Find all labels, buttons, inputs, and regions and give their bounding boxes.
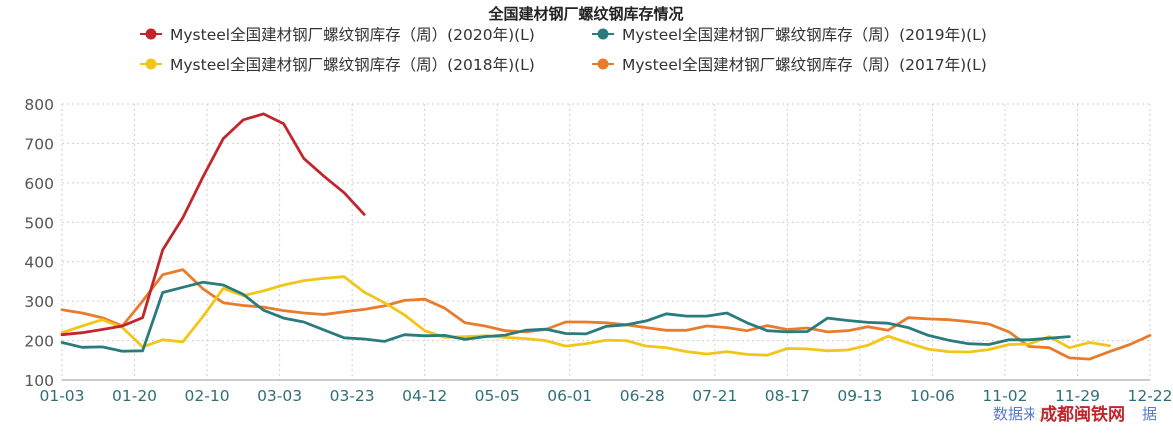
legend-label: Mysteel全国建材钢厂螺纹钢库存（周）(2019年)(L) (622, 26, 987, 44)
legend-item-3[interactable]: Mysteel全国建材钢厂螺纹钢库存（周）(2017年)(L) (592, 56, 987, 74)
x-tick-label: 03-03 (257, 387, 302, 405)
x-axis: 01-03 01-20 02-10 03-03 03-23 04-12 05-05 06-01… (39, 379, 1173, 405)
y-axis: 100 200 300 400 500 600 700 800 (24, 96, 54, 390)
watermark-logo-bg (1034, 402, 1142, 426)
series-line-1 (60, 280, 1071, 353)
x-tick-label: 04-12 (402, 387, 447, 405)
x-tick-label: 06-28 (620, 387, 665, 405)
watermark-logo-text: 成都闽铁网 (1040, 404, 1125, 425)
x-tick-label: 01-03 (39, 387, 84, 405)
legend-item-1[interactable]: Mysteel全国建材钢厂螺纹钢库存（周）(2019年)(L) (592, 26, 987, 44)
y-tick-label: 500 (24, 214, 54, 232)
legend-marker-icon (597, 58, 609, 70)
legend-item-2[interactable]: Mysteel全国建材钢厂螺纹钢库存（周）(2018年)(L) (140, 56, 535, 74)
y-tick-label: 200 (24, 333, 54, 351)
y-tick-label: 100 (24, 372, 54, 390)
x-tick-label: 08-17 (765, 387, 810, 405)
watermark: 数据来源： 成都闽铁网 据 (993, 402, 1157, 426)
y-tick-label: 800 (24, 96, 54, 114)
x-tick-label: 07-21 (692, 387, 737, 405)
legend-marker-icon (145, 28, 157, 40)
y-tick-label: 600 (24, 175, 54, 193)
x-tick-label: 12-22 (1127, 387, 1172, 405)
y-tick-label: 700 (24, 135, 54, 153)
series-line-2 (60, 275, 1112, 357)
x-tick-label: 03-23 (330, 387, 375, 405)
x-tick-label: 06-01 (547, 387, 592, 405)
legend-label: Mysteel全国建材钢厂螺纹钢库存（周）(2017年)(L) (622, 56, 987, 74)
series-line-3 (60, 268, 1152, 361)
x-tick-label: 11-29 (1055, 387, 1100, 405)
legend-label: Mysteel全国建材钢厂螺纹钢库存（周）(2020年)(L) (170, 26, 535, 44)
legend-item-0[interactable]: Mysteel全国建材钢厂螺纹钢库存（周）(2020年)(L) (140, 26, 535, 44)
series-line-0 (60, 112, 366, 337)
legend-marker-icon (145, 58, 157, 70)
x-tick-label: 02-10 (185, 387, 230, 405)
y-tick-label: 400 (24, 254, 54, 272)
y-tick-label: 300 (24, 293, 54, 311)
x-tick-label: 11-02 (982, 387, 1027, 405)
legend-marker-icon (597, 28, 609, 40)
x-tick-label: 01-20 (112, 387, 157, 405)
chart-title: 全国建材钢厂螺纹钢库存情况 (487, 5, 683, 23)
source-suffix: 据 (1142, 405, 1157, 423)
x-tick-label: 10-06 (910, 387, 955, 405)
x-tick-label: 05-05 (475, 387, 520, 405)
legend-label: Mysteel全国建材钢厂螺纹钢库存（周）(2018年)(L) (170, 56, 535, 74)
grid (61, 103, 1151, 381)
legend[interactable]: Mysteel全国建材钢厂螺纹钢库存（周）(2020年)(L) Mysteel全国… (140, 26, 987, 74)
x-tick-label: 09-13 (837, 387, 882, 405)
series-layer (60, 112, 1152, 361)
